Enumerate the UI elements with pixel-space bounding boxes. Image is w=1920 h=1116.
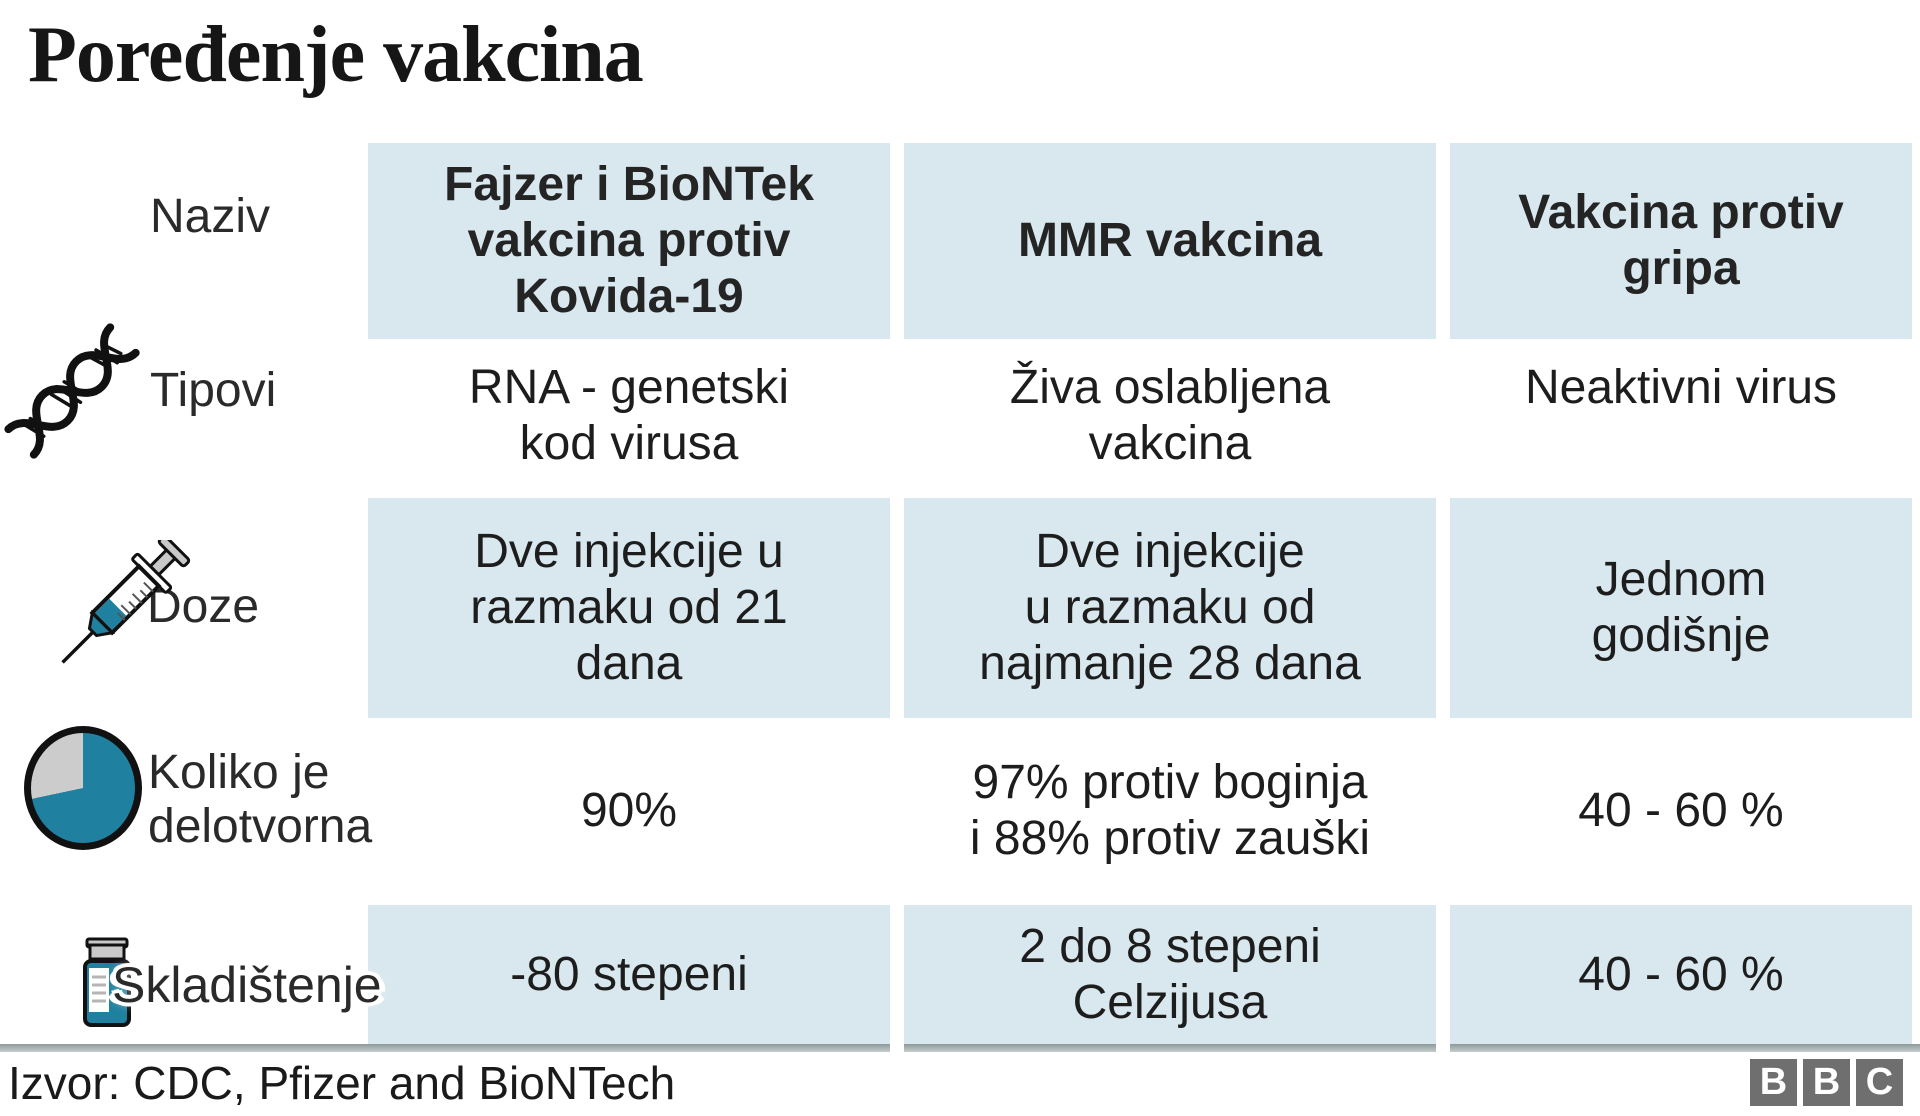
row-label-tipovi: Tipovi — [150, 364, 277, 417]
cell-delotvornost-pfizer: 90% — [580, 784, 678, 837]
cell-doze-pfizer: Dve injekcije u razmaku od 21 dana — [368, 498, 890, 718]
column-header-mmr: MMR vakcina — [904, 143, 1436, 339]
source-credit: Izvor: CDC, Pfizer and BioNTech — [8, 1057, 676, 1109]
syringe-icon — [61, 540, 191, 664]
dna-icon — [4, 323, 140, 459]
bbc-logo-letter: B — [1750, 1059, 1797, 1106]
column-header-pfizer-biontech: Fajzer i BioNTek vakcina protiv Kovida-1… — [368, 143, 890, 339]
cell-tipovi-mmr: Živa oslabljena vakcina — [1009, 361, 1331, 470]
vial-icon — [83, 937, 131, 1027]
cell-doze-mmr: Dve injekcije u razmaku od najmanje 28 d… — [904, 498, 1436, 718]
divider-line — [0, 1044, 1920, 1052]
cell-tipovi-flu: Neaktivni virus — [1524, 361, 1838, 414]
column-gap — [1436, 1044, 1450, 1052]
cell-skladistenje-flu: 40 - 60 % — [1450, 905, 1912, 1045]
cell-skladistenje-pfizer: -80 stepeni — [368, 905, 890, 1045]
bbc-logo-letter: B — [1803, 1059, 1850, 1106]
cell-skladistenje-mmr: 2 do 8 stepeni Celzijusa — [904, 905, 1436, 1045]
cell-delotvornost-flu: 40 - 60 % — [1578, 784, 1784, 837]
row-label-naziv: Naziv — [150, 190, 271, 243]
column-header-flu: Vakcina protiv gripa — [1450, 143, 1912, 339]
bbc-logo-letter: C — [1856, 1059, 1903, 1106]
cell-doze-flu: Jednom godišnje — [1450, 498, 1912, 718]
pie-chart-icon — [24, 726, 142, 850]
page-title: Poređenje vakcina — [28, 11, 644, 99]
column-gap — [890, 1044, 904, 1052]
row-label-koliko-je-delotvorna: Koliko je delotvorna — [148, 746, 373, 853]
bbc-logo: B B C — [1750, 1059, 1903, 1106]
row-label-skladistenje: Skladištenje — [112, 957, 382, 1013]
cell-tipovi-pfizer: RNA - genetski kod virusa — [468, 361, 790, 470]
cell-delotvornost-mmr: 97% protiv boginja i 88% protiv zauški — [969, 756, 1371, 865]
